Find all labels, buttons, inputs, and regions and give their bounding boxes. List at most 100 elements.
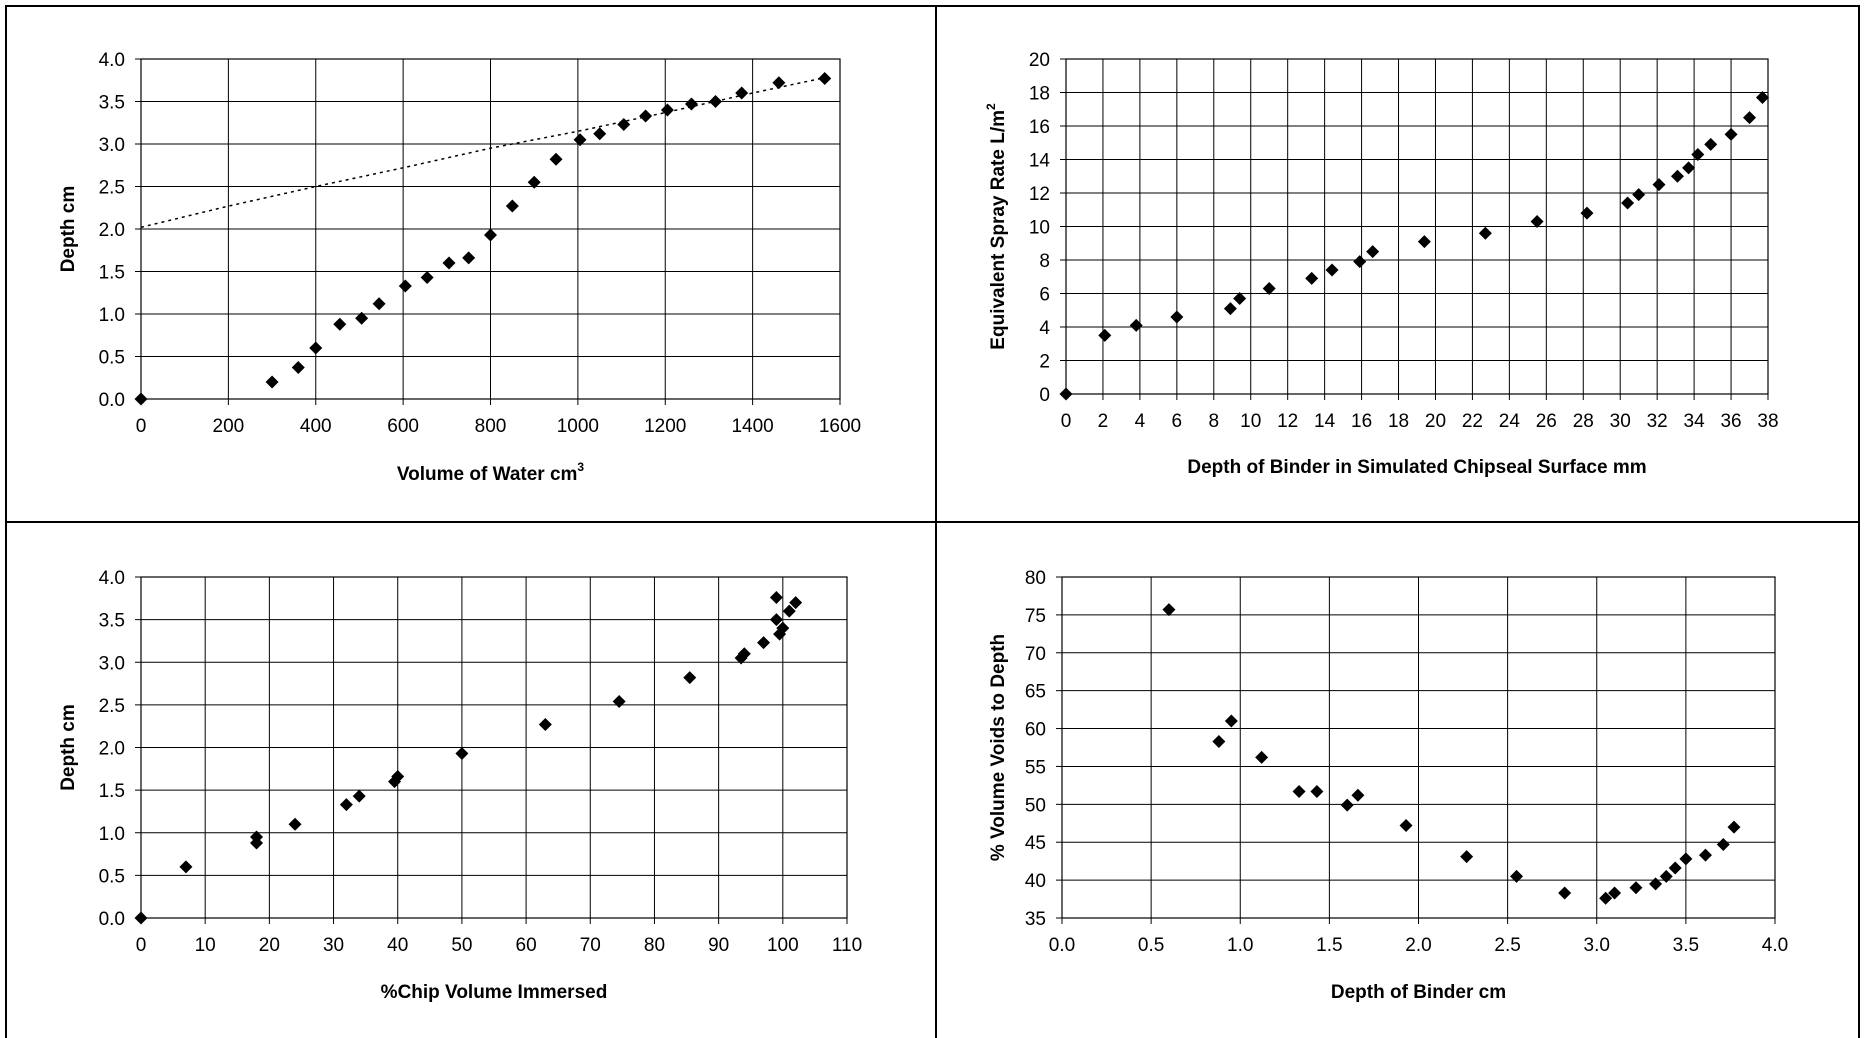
x-tick-label: 20	[259, 935, 280, 956]
x-tick-label: 60	[516, 935, 537, 956]
x-tick-label: 1600	[819, 416, 861, 437]
x-tick-label: 10	[1240, 411, 1261, 432]
x-tick-label: 200	[213, 416, 245, 437]
y-tick-label: 3.0	[99, 653, 125, 674]
y-tick-label: 60	[1025, 720, 1046, 741]
x-tick-label: 80	[644, 935, 665, 956]
y-axis-label: % Volume Voids to Depth	[988, 634, 1009, 861]
y-tick-label: 2.0	[99, 739, 125, 760]
y-tick-label: 70	[1025, 644, 1046, 665]
x-tick-label: 32	[1647, 411, 1668, 432]
y-tick-label: 35	[1025, 909, 1046, 930]
x-tick-label: 400	[300, 416, 332, 437]
x-axis-label: %Chip Volume Immersed	[381, 982, 608, 1003]
x-tick-label: 2	[1098, 411, 1109, 432]
x-tick-label: 20	[1425, 411, 1446, 432]
y-tick-label: 1.0	[99, 824, 125, 845]
x-tick-label: 3.5	[1673, 935, 1699, 956]
y-tick-label: 0.0	[99, 390, 125, 411]
y-tick-label: 45	[1025, 833, 1046, 854]
y-tick-label: 0	[1039, 385, 1050, 406]
x-tick-label: 1400	[731, 416, 773, 437]
y-tick-label: 0.5	[99, 866, 125, 887]
x-tick-label: 26	[1536, 411, 1557, 432]
y-tick-label: 10	[1029, 218, 1050, 239]
x-tick-label: 110	[832, 935, 862, 956]
x-tick-label: 8	[1209, 411, 1220, 432]
y-tick-label: 55	[1025, 757, 1046, 778]
y-tick-label: 1.5	[99, 263, 125, 284]
y-tick-label: 16	[1029, 117, 1050, 138]
x-tick-label: 1000	[557, 416, 599, 437]
x-tick-label: 22	[1462, 411, 1483, 432]
x-tick-label: 18	[1388, 411, 1409, 432]
x-tick-label: 16	[1351, 411, 1372, 432]
x-axis-label: Depth of Binder in Simulated Chipseal Su…	[1187, 457, 1646, 478]
x-tick-label: 0	[136, 935, 147, 956]
y-tick-label: 50	[1025, 795, 1046, 816]
x-tick-label: 3.0	[1584, 935, 1610, 956]
x-tick-label: 100	[767, 935, 799, 956]
y-tick-label: 75	[1025, 606, 1046, 627]
x-tick-label: 0	[1061, 411, 1072, 432]
x-tick-label: 34	[1684, 411, 1706, 432]
x-tick-label: 0.0	[1049, 935, 1075, 956]
y-axis-label: Depth cm	[58, 704, 79, 791]
y-tick-label: 18	[1029, 84, 1050, 105]
y-axis-label: Depth cm	[58, 186, 79, 273]
y-tick-label: 3.5	[99, 611, 125, 632]
y-tick-label: 2.0	[99, 220, 125, 241]
y-axis-label-superscript: 2	[984, 103, 998, 110]
x-tick-label: 38	[1757, 411, 1778, 432]
y-tick-label: 6	[1039, 285, 1050, 306]
y-tick-label: 0.0	[99, 909, 125, 930]
y-tick-label: 8	[1039, 251, 1050, 272]
y-tick-label: 4.0	[99, 50, 125, 71]
x-tick-label: 10	[195, 935, 216, 956]
x-tick-label: 28	[1573, 411, 1594, 432]
y-tick-label: 2.5	[99, 178, 125, 199]
y-tick-label: 1.5	[99, 781, 125, 802]
y-tick-label: 3.0	[99, 135, 125, 156]
y-tick-label: 2	[1039, 352, 1050, 373]
y-tick-label: 40	[1025, 871, 1046, 892]
x-tick-label: 30	[323, 935, 344, 956]
x-tick-label: 4.0	[1762, 935, 1788, 956]
x-tick-label: 2.0	[1405, 935, 1431, 956]
x-tick-label: 0	[136, 416, 147, 437]
x-tick-label: 1.5	[1316, 935, 1342, 956]
y-tick-label: 20	[1029, 50, 1050, 71]
y-tick-label: 14	[1029, 151, 1051, 172]
x-tick-label: 4	[1135, 411, 1146, 432]
x-tick-label: 90	[708, 935, 729, 956]
y-tick-label: 3.5	[99, 93, 125, 114]
y-tick-label: 2.5	[99, 696, 125, 717]
x-tick-label: 36	[1720, 411, 1741, 432]
x-tick-label: 24	[1499, 411, 1521, 432]
y-tick-label: 65	[1025, 682, 1046, 703]
x-axis-label: Depth of Binder cm	[1331, 982, 1506, 1003]
x-tick-label: 1200	[644, 416, 686, 437]
y-axis-label: Equivalent Spray Rate L/m2	[984, 103, 1009, 350]
x-tick-label: 14	[1314, 411, 1336, 432]
x-tick-label: 70	[580, 935, 601, 956]
x-axis-label: Volume of Water cm3	[397, 460, 585, 485]
x-tick-label: 600	[387, 416, 419, 437]
x-tick-label: 1.0	[1227, 935, 1253, 956]
y-tick-label: 80	[1025, 568, 1046, 589]
x-axis-label-superscript: 3	[577, 460, 584, 474]
y-tick-label: 12	[1029, 184, 1050, 205]
x-tick-label: 30	[1610, 411, 1631, 432]
y-tick-label: 4	[1039, 318, 1050, 339]
y-tick-label: 0.5	[99, 348, 125, 369]
y-tick-label: 1.0	[99, 305, 125, 326]
x-tick-label: 50	[451, 935, 472, 956]
x-tick-label: 6	[1172, 411, 1183, 432]
x-tick-label: 800	[475, 416, 507, 437]
x-tick-label: 2.5	[1494, 935, 1520, 956]
x-tick-label: 0.5	[1138, 935, 1164, 956]
y-tick-label: 4.0	[99, 568, 125, 589]
x-tick-label: 12	[1277, 411, 1298, 432]
